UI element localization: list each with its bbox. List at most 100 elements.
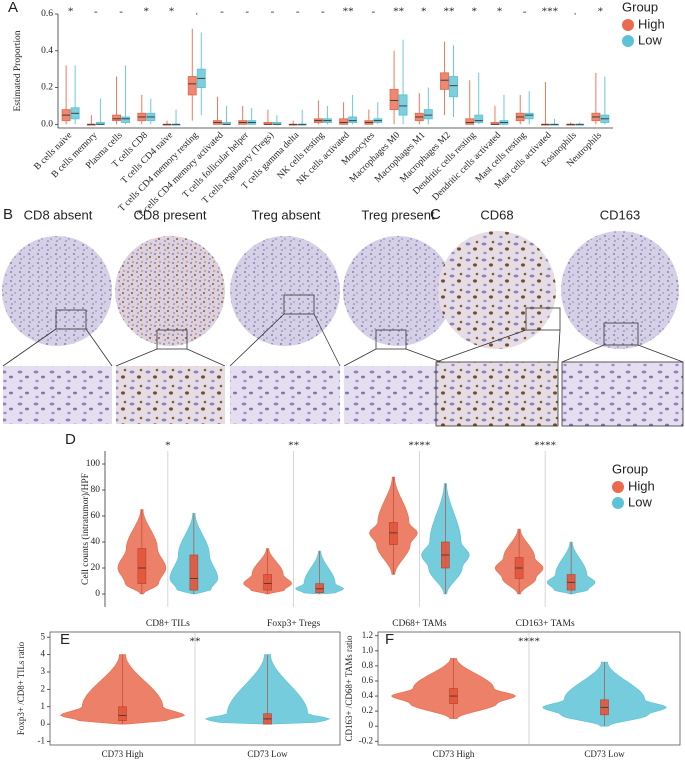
inner-box bbox=[189, 554, 199, 591]
y-axis-label: Estimated Proportion bbox=[13, 30, 23, 111]
box bbox=[474, 114, 484, 123]
box bbox=[524, 112, 534, 120]
y-tick-label: 1.2 bbox=[362, 630, 373, 640]
box bbox=[398, 94, 408, 116]
box bbox=[465, 118, 475, 125]
y-tick-label: 0 bbox=[95, 589, 100, 599]
box bbox=[121, 116, 131, 123]
legend-swatch bbox=[612, 481, 624, 493]
significance-label: * bbox=[598, 6, 604, 18]
image-title: CD68 bbox=[480, 207, 513, 222]
box bbox=[348, 116, 358, 123]
significance-label: ** bbox=[393, 6, 404, 18]
significance-label: ** bbox=[288, 440, 299, 452]
panel-label: F bbox=[385, 631, 394, 648]
significance-label: . bbox=[195, 6, 198, 18]
y-tick-label: 0.4 bbox=[362, 690, 374, 700]
image-title: Treg absent bbox=[252, 207, 321, 222]
x-tick-label: CD73 High bbox=[433, 749, 475, 759]
panel-label: E bbox=[60, 631, 70, 648]
y-tick-label: 40 bbox=[91, 537, 101, 547]
x-tick-label: Foxp3+ Tregs bbox=[267, 619, 320, 629]
image-title: CD163 bbox=[600, 207, 640, 222]
box bbox=[389, 88, 399, 111]
inner-box bbox=[263, 574, 272, 591]
inner-box bbox=[315, 583, 324, 593]
y-tick-label: 20 bbox=[91, 563, 101, 573]
y-tick-label: 0.6 bbox=[41, 9, 53, 19]
legend-swatch bbox=[622, 19, 634, 31]
significance-label: * bbox=[497, 6, 503, 18]
y-tick-label: 0.2 bbox=[41, 83, 53, 93]
y-tick-label: -0.2 bbox=[359, 735, 373, 745]
y-tick-label: 2 bbox=[41, 683, 46, 693]
significance-label: *** bbox=[542, 6, 559, 18]
y-tick-label: 0.8 bbox=[362, 660, 374, 670]
inner-box bbox=[389, 522, 398, 545]
significance-label: - bbox=[296, 6, 300, 18]
legend-label: High bbox=[628, 478, 655, 493]
significance-label: **** bbox=[408, 440, 430, 452]
box bbox=[187, 76, 197, 96]
significance-label: ** bbox=[444, 6, 455, 18]
significance-label: **** bbox=[534, 440, 556, 452]
y-tick-label: 3 bbox=[41, 666, 46, 676]
significance-label: * bbox=[165, 440, 171, 452]
panel-label: A bbox=[8, 0, 18, 16]
x-tick-label: CD73 High bbox=[102, 749, 144, 759]
legend-label: High bbox=[638, 16, 665, 31]
y-tick-label: 0.0 bbox=[41, 120, 53, 130]
inner-box bbox=[137, 548, 147, 584]
panel-label: D bbox=[65, 431, 76, 448]
y-axis-label: Cell counts (intratumor)/HPF bbox=[80, 473, 91, 585]
x-tick-label: CD73 Low bbox=[584, 749, 625, 759]
significance-label: - bbox=[220, 6, 224, 18]
significance-label: * bbox=[421, 6, 427, 18]
legend-swatch bbox=[622, 35, 634, 47]
box bbox=[423, 109, 433, 120]
y-tick-label: 0.4 bbox=[41, 46, 53, 56]
image-title: CD8 absent bbox=[24, 207, 93, 222]
y-tick-label: 0 bbox=[369, 720, 374, 730]
y-tick-label: 5 bbox=[41, 631, 46, 641]
box bbox=[449, 76, 458, 98]
panel-label: C bbox=[430, 206, 441, 223]
legend-title: Group bbox=[612, 461, 648, 476]
legend-title: Group bbox=[622, 0, 658, 14]
y-tick-label: 0.6 bbox=[362, 675, 374, 685]
x-tick-label: CD73 Low bbox=[247, 749, 288, 759]
inner-box bbox=[118, 706, 127, 721]
significance-label: * bbox=[472, 6, 478, 18]
image-title: Treg present bbox=[361, 207, 435, 222]
significance-label: - bbox=[94, 6, 98, 18]
significance-label: - bbox=[245, 6, 249, 18]
significance-label: * bbox=[68, 6, 74, 18]
y-tick-label: 100 bbox=[86, 459, 101, 469]
x-tick-label: CD68+ TAMs bbox=[392, 619, 447, 629]
significance-label: - bbox=[321, 6, 325, 18]
significance-label: - bbox=[523, 6, 527, 18]
y-tick-label: -1 bbox=[38, 736, 46, 746]
y-tick-label: 0 bbox=[41, 718, 46, 728]
significance-label: * bbox=[169, 6, 175, 18]
image-title: CD8 present bbox=[134, 207, 207, 222]
box bbox=[112, 114, 122, 122]
y-axis-label: Foxp3+ /CD8+ TILs ratio bbox=[16, 641, 26, 735]
legend-swatch bbox=[612, 497, 624, 509]
y-tick-label: 4 bbox=[41, 649, 46, 659]
significance-label: - bbox=[271, 6, 275, 18]
box bbox=[440, 72, 449, 90]
significance-label: ** bbox=[343, 6, 354, 18]
y-tick-label: 80 bbox=[91, 485, 101, 495]
y-tick-label: 1.0 bbox=[362, 645, 374, 655]
legend-label: Low bbox=[638, 32, 662, 47]
x-tick-label: CD163+ TAMs bbox=[516, 619, 575, 629]
significance-label: . bbox=[574, 6, 577, 18]
significance-label: - bbox=[372, 6, 376, 18]
box bbox=[339, 118, 349, 125]
significance-label: * bbox=[144, 6, 150, 18]
histology-images bbox=[2, 231, 684, 427]
x-tick-label: CD8+ TILs bbox=[146, 619, 190, 629]
y-tick-label: 1 bbox=[41, 701, 46, 711]
